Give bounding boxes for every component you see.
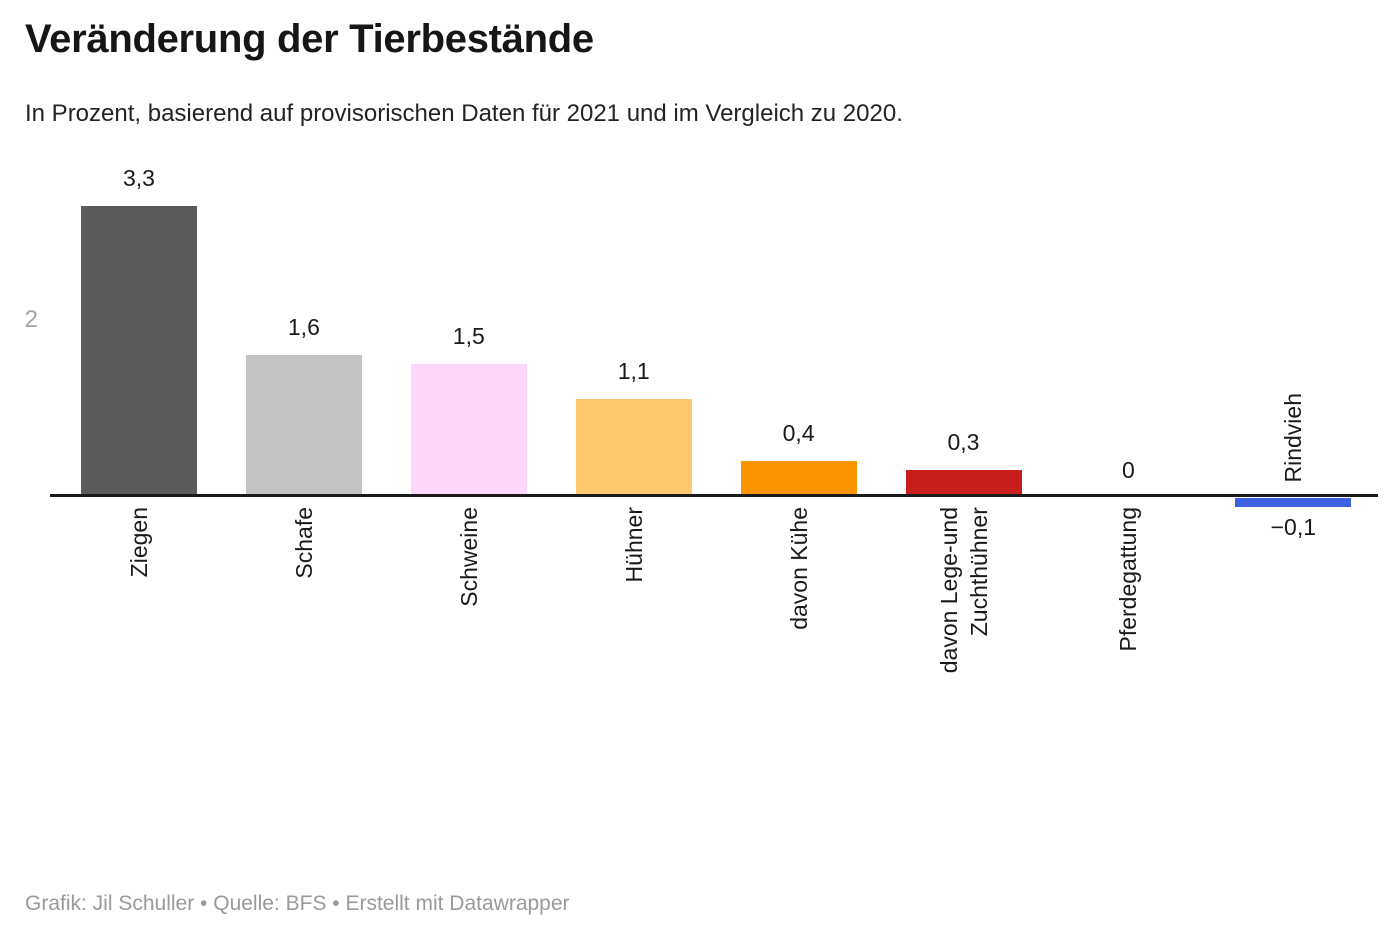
bar-category-label-wrap: Rindvieh [1213,393,1373,483]
y-axis-tick-label: 2 [24,306,38,333]
bar-value-label: 0,3 [947,428,980,455]
bar-category-label-wrap: Schweine [389,507,549,607]
bar-category-label-wrap: Ziegen [59,507,219,577]
bar [740,460,857,496]
bar [245,355,362,496]
x-axis-line [50,494,1378,497]
footer-credit: Grafik: Jil Schuller • Quelle: BFS • Ers… [25,892,570,915]
bar-value-label: 1,5 [452,323,485,349]
bar-category-label: davon Lege-und Zuchthühner [935,507,992,674]
bar-category-label: Pferdegattung [1115,507,1142,652]
bar [81,205,197,496]
bar-category-label: Hühner [620,507,647,583]
bar-category-label-wrap: davon Kühe [719,507,879,630]
bar-category-label-wrap: davon Lege-und Zuchthühner [884,507,1044,673]
chart-title: Veränderung der Tierbestände [25,17,594,61]
bar-category-label-wrap: Schafe [224,507,384,579]
bar-category-label: Schafe [290,507,317,579]
bar-value-label: −0,1 [1270,513,1316,540]
bar [575,399,692,496]
bar-category-label: davon Kühe [785,507,812,630]
bar-value-label: 0,4 [782,419,815,446]
bar-category-label: Rindvieh [1280,392,1307,483]
chart-subtitle: In Prozent, basierend auf provisorischen… [25,100,903,127]
bar-category-label-wrap: Hühner [554,507,714,582]
bar-value-label: 1,1 [617,358,650,385]
bar-value-label: 0 [1121,457,1135,483]
bar-value-label: 1,6 [287,314,320,341]
bar [1235,498,1352,507]
bar-category-label: Ziegen [126,507,152,578]
bar [410,364,527,496]
bar [905,469,1022,496]
bar-category-label: Schweine [455,507,482,607]
bar-category-label-wrap: Pferdegattung [1048,507,1208,652]
bar-value-label: 3,3 [123,164,155,191]
